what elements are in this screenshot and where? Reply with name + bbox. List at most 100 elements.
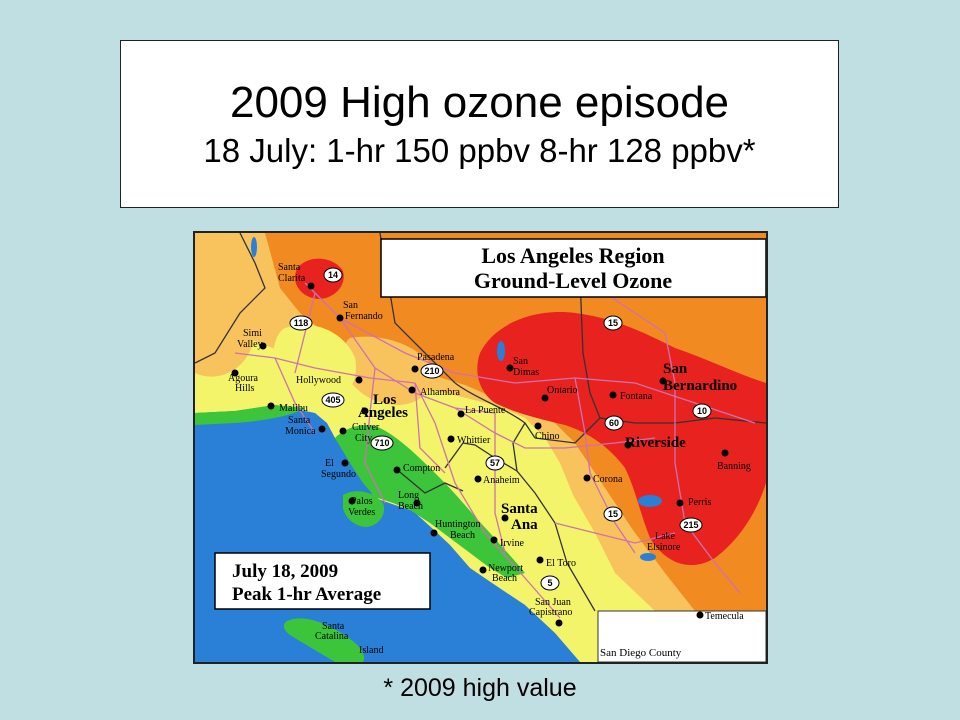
- city-label-riverside: Riverside: [625, 435, 686, 451]
- date-box-line1: July 18, 2009: [232, 561, 338, 582]
- city-label-san-bernardino-2: Bernardino: [663, 378, 737, 394]
- city-label-compton: Compton: [403, 463, 440, 474]
- city-label-newport-beach-2: Beach: [492, 573, 517, 584]
- san-diego-county-area: [597, 610, 766, 662]
- city-marker: [536, 556, 544, 564]
- city-label-santa-monica: Santa: [288, 415, 311, 426]
- city-marker: [506, 364, 514, 372]
- city-marker: [676, 499, 684, 507]
- city-marker: [413, 499, 421, 507]
- date-box-line2: Peak 1-hr Average: [232, 584, 381, 605]
- city-label-whittier: Whittier: [457, 435, 491, 446]
- slide-title: 2009 High ozone episode: [229, 78, 730, 127]
- city-label-san-dimas-2: Dimas: [513, 367, 539, 378]
- map-header-box: [380, 238, 766, 298]
- city-marker: [490, 536, 498, 544]
- city-label-los-angeles-2: Angeles: [358, 405, 408, 421]
- city-marker: [430, 529, 438, 537]
- highway-shields: 14 118 15 210 405 10 60 710 57 15 215 5: [289, 267, 712, 591]
- city-marker: [348, 497, 356, 505]
- highway-shield-label: 15: [608, 318, 618, 328]
- city-labels: Santa Clarita San Fernando Simi Valley A…: [228, 262, 751, 656]
- city-marker: [339, 427, 347, 435]
- city-label-palos-verdes-2: Verdes: [348, 507, 375, 518]
- city-label-hollywood: Hollywood: [296, 375, 341, 386]
- highway-shield-icon: 215: [679, 517, 703, 533]
- city-label-banning: Banning: [717, 461, 751, 472]
- city-dots: [231, 282, 729, 627]
- city-label-san-juan-capistrano-2: Capistrano: [529, 607, 572, 618]
- city-label-huntington-beach-2: Beach: [450, 530, 475, 541]
- highway-shield-label: 15: [608, 509, 618, 519]
- city-marker: [447, 435, 455, 443]
- city-marker: [318, 425, 326, 433]
- lake-icon: [497, 341, 505, 361]
- highway-shield-label: 5: [547, 578, 552, 588]
- city-marker: [341, 459, 349, 467]
- city-marker: [534, 422, 542, 430]
- city-label-santa-clarita: Santa: [278, 262, 301, 273]
- city-label-culver-city-2: City: [355, 433, 372, 444]
- highway-shield-icon: 14: [323, 267, 343, 283]
- city-marker: [609, 391, 617, 399]
- highway-shield-icon: 710: [370, 435, 394, 451]
- highway-shield-icon: 57: [485, 455, 505, 471]
- city-label-newport-beach: Newport: [488, 563, 523, 574]
- road-network: [234, 282, 756, 619]
- city-label-san-bernardino: San: [663, 361, 688, 377]
- highway-shield-icon: 10: [692, 403, 712, 419]
- lake-icon: [640, 553, 656, 561]
- city-label-el-segundo: El: [325, 458, 334, 469]
- city-label-ontario: Ontario: [547, 385, 578, 396]
- footnote: * 2009 high value: [383, 674, 577, 702]
- highway-shield-label: 210: [424, 366, 439, 376]
- city-marker: [474, 475, 482, 483]
- city-marker: [267, 402, 275, 410]
- zone-green-west: [195, 405, 305, 425]
- city-marker: [721, 449, 729, 457]
- city-marker: [583, 474, 591, 482]
- city-label-santa-catalina-3: Island: [359, 645, 383, 656]
- city-label-san-dimas: San: [513, 356, 528, 367]
- city-label-pasadena: Pasadena: [417, 352, 455, 363]
- city-label-malibu: Malibu: [279, 403, 308, 414]
- highway-shield-label: 215: [683, 520, 698, 530]
- city-marker: [555, 619, 563, 627]
- major-city-labels: San Bernardino Riverside Los Angeles San…: [358, 361, 737, 533]
- city-marker: [307, 282, 315, 290]
- city-label-anaheim: Anaheim: [483, 475, 520, 486]
- map-header-line2: Ground-Level Ozone: [474, 268, 672, 293]
- highway-shield-icon: 210: [420, 363, 444, 379]
- map-header-line1: Los Angeles Region: [481, 243, 664, 268]
- city-marker: [659, 377, 667, 385]
- city-label-santa-ana-2: Ana: [511, 517, 538, 533]
- city-label-long-beach-2: Beach: [398, 501, 423, 512]
- city-label-simi-valley-2: Valley: [237, 339, 263, 350]
- zone-la-yellow: [272, 324, 356, 409]
- city-label-alhambra: Alhambra: [420, 387, 461, 398]
- city-marker: [231, 369, 239, 377]
- city-label-san-fernando: San: [343, 300, 358, 311]
- city-label-temecula: Temecula: [705, 611, 744, 622]
- city-label-lake-elsinore: Lake: [655, 531, 676, 542]
- city-marker: [457, 410, 465, 418]
- city-label-agoura-hills: Agoura: [228, 373, 259, 384]
- city-marker: [259, 342, 267, 350]
- city-label-huntington-beach: Huntington: [435, 519, 481, 530]
- city-marker: [624, 441, 632, 449]
- city-label-el-segundo-2: Segundo: [321, 469, 356, 480]
- highway-shield-icon: 118: [289, 315, 313, 331]
- city-marker: [411, 365, 419, 373]
- city-label-lake-elsinore-2: Elsinore: [647, 542, 681, 553]
- lake-icon: [638, 495, 662, 507]
- city-label-simi-valley: Simi: [243, 328, 262, 339]
- city-label-chino: Chino: [535, 431, 559, 442]
- city-label-la-puente: La Puente: [465, 405, 506, 416]
- highway-shield-icon: 60: [604, 415, 624, 431]
- city-marker: [408, 386, 416, 394]
- san-diego-county-label: San Diego County: [600, 647, 682, 659]
- highway-shield-label: 710: [374, 438, 389, 448]
- highway-shield-icon: 5: [540, 575, 560, 591]
- zone-red-main: [477, 312, 766, 566]
- highway-shield-label: 118: [294, 318, 309, 328]
